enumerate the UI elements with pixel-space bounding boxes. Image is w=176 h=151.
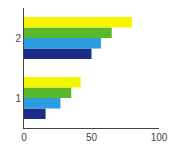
svg-text:0: 0 [21, 132, 27, 143]
svg-text:100: 100 [151, 132, 168, 143]
svg-text:50: 50 [86, 132, 98, 143]
svg-text:1: 1 [15, 93, 21, 104]
svg-text:2: 2 [15, 33, 21, 44]
